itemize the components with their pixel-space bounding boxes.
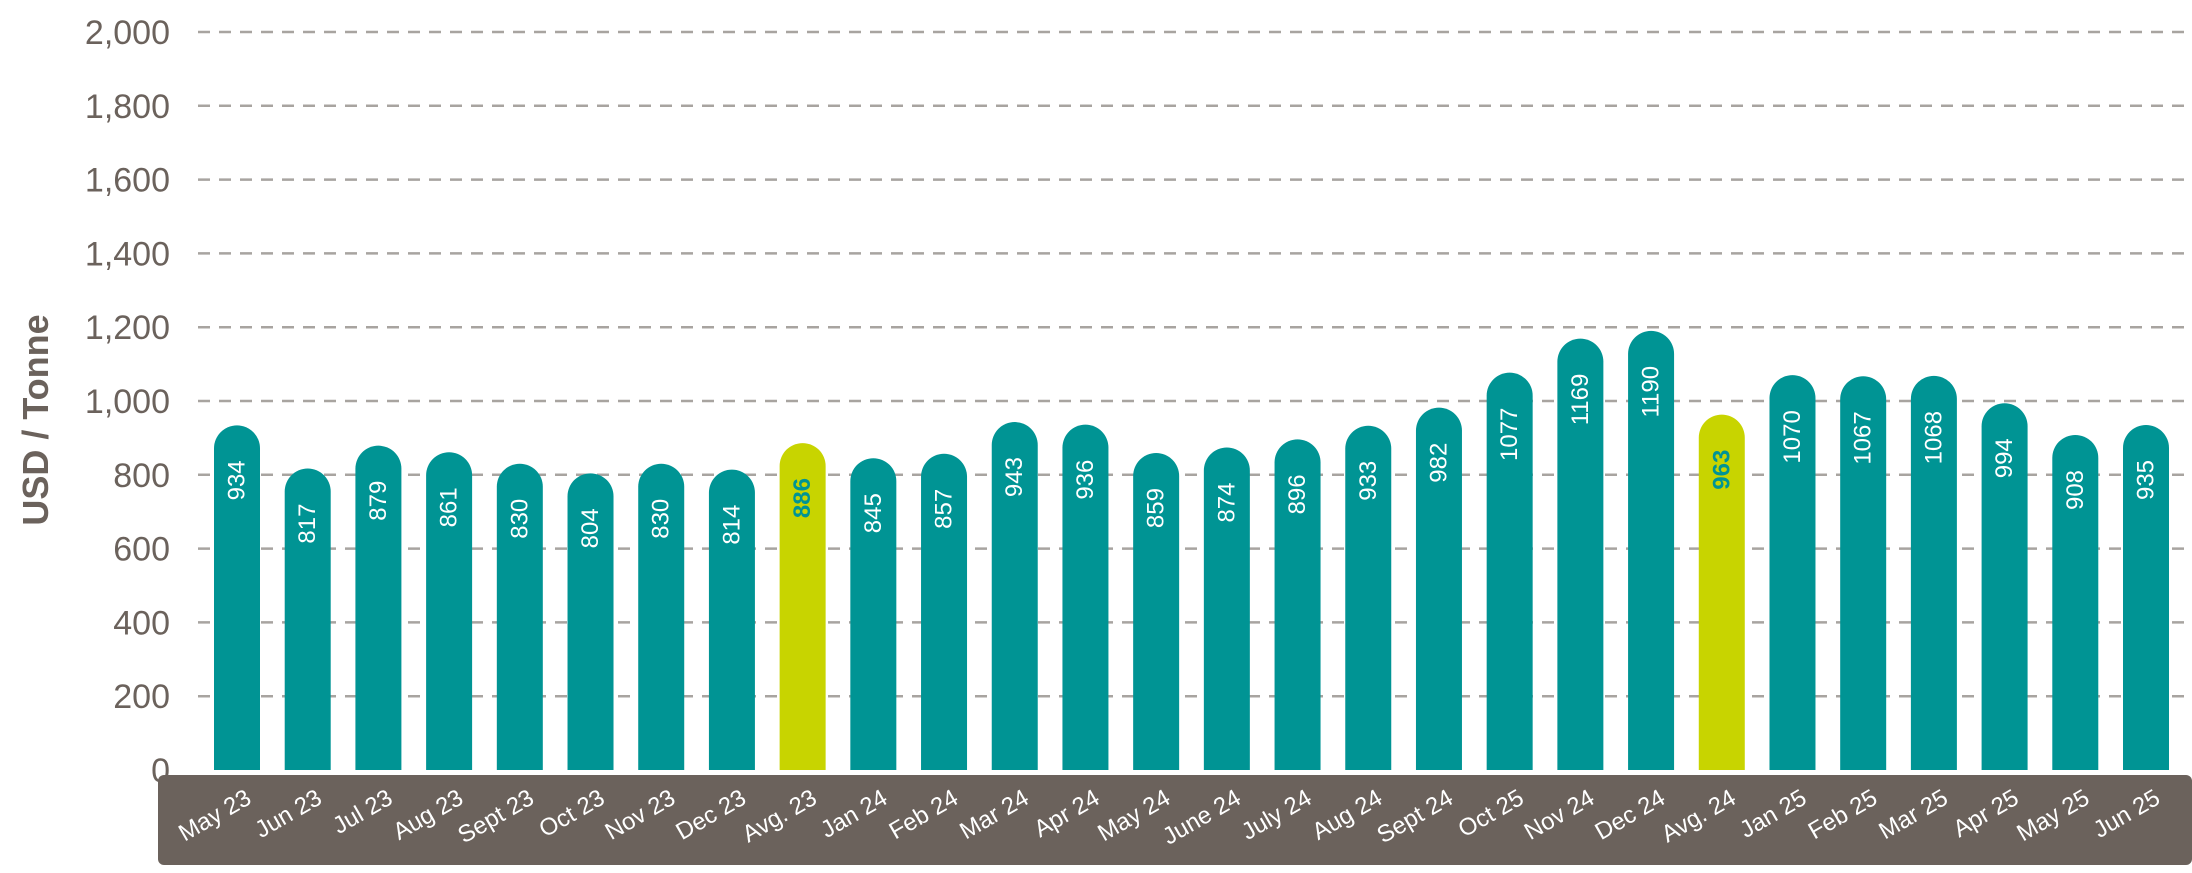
bar-average [779, 443, 826, 770]
bar-value-label: 817 [294, 504, 321, 544]
bar [214, 425, 260, 770]
bar [1628, 330, 1675, 770]
bar [1486, 372, 1533, 770]
bar-value-label: 874 [1213, 482, 1240, 522]
bar [355, 445, 402, 770]
bar-value-label: 1068 [1920, 411, 1947, 464]
bar [2052, 434, 2099, 770]
bar-value-label: 830 [506, 499, 533, 539]
y-tick-label: 800 [113, 457, 170, 495]
bar-value-label: 859 [1143, 488, 1170, 528]
bar [2123, 424, 2169, 770]
bar-value-label: 1070 [1779, 410, 1806, 463]
bar [708, 469, 755, 770]
bar [991, 422, 1038, 770]
y-tick-label: 200 [113, 678, 170, 716]
bar-value-label: 982 [1425, 443, 1452, 483]
bar [850, 458, 897, 770]
bar [1203, 447, 1250, 770]
bar-value-label: 857 [931, 489, 958, 529]
y-tick-label: 1,000 [85, 383, 170, 421]
bar [426, 452, 473, 770]
bar-value-label: 935 [2133, 460, 2160, 500]
bar-value-label: 879 [365, 481, 392, 521]
bar-value-label: 994 [1991, 438, 2018, 478]
bar-value-label: 845 [860, 493, 887, 533]
bar-value-label: 908 [2062, 470, 2089, 510]
bar [496, 463, 543, 770]
bar-value-label: 1190 [1638, 366, 1665, 418]
bar-value-label: 1077 [1496, 408, 1523, 461]
x-axis-band [158, 775, 2192, 865]
y-tick-label: 1,800 [85, 88, 170, 126]
bar-value-label: 933 [1355, 461, 1382, 501]
y-tick-label: 1,600 [85, 162, 170, 200]
bar [921, 453, 968, 770]
bar [284, 468, 331, 770]
bar-value-label: 886 [789, 478, 816, 518]
bar-value-label: 936 [1072, 460, 1099, 500]
bar [1769, 375, 1816, 770]
bar [1840, 376, 1887, 770]
y-tick-label: 1,400 [85, 235, 170, 273]
y-axis-label: USD / Tonne [15, 314, 56, 525]
y-tick-label: 2,000 [85, 14, 170, 52]
bar-value-label: 896 [1284, 474, 1311, 514]
y-axis-ticks: 02004006008001,0001,2001,4001,6001,8002,… [85, 14, 170, 790]
bar-value-label: 830 [648, 499, 675, 539]
bar [1910, 375, 1957, 770]
bar [1557, 338, 1604, 770]
bar-value-label: 963 [1708, 450, 1735, 490]
bar [1345, 425, 1392, 770]
bar [1062, 424, 1109, 770]
bar-value-label: 804 [577, 508, 604, 548]
y-tick-label: 600 [113, 531, 170, 569]
bar [567, 473, 614, 770]
bar-value-label: 1067 [1850, 411, 1877, 464]
bar [1274, 439, 1321, 770]
bar [1981, 403, 2028, 770]
y-tick-label: 1,200 [85, 309, 170, 347]
bar-value-label: 1169 [1567, 374, 1594, 426]
bar-value-label: 814 [718, 505, 745, 545]
bar-average [1698, 414, 1745, 770]
bar-value-label: 943 [1001, 457, 1028, 497]
bar-value-label: 934 [224, 460, 251, 500]
bar [1415, 407, 1462, 770]
bar [638, 463, 685, 770]
bars: 934 817 879 861 830 804 830 814 886 845 857 943 936 8… [214, 330, 2169, 770]
bar [1133, 453, 1180, 770]
bar-value-label: 861 [436, 487, 463, 527]
y-tick-label: 400 [113, 604, 170, 642]
